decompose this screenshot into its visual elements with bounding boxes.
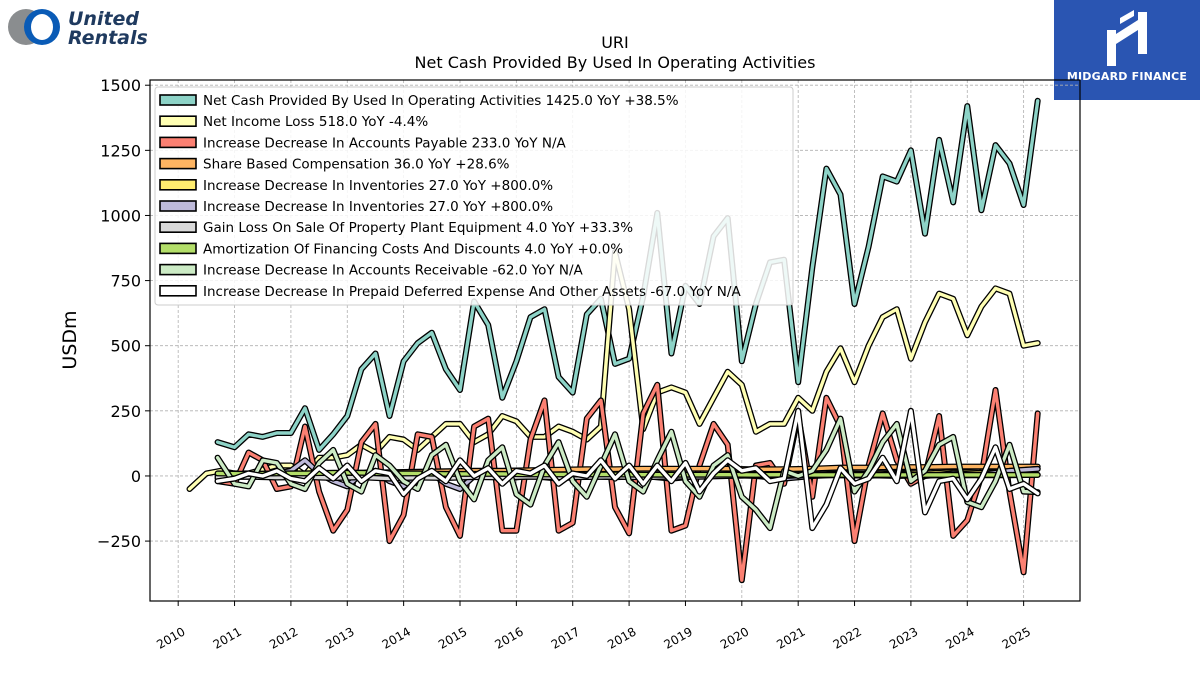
midgard-logo-text: MIDGARD FINANCE [1066, 70, 1188, 83]
x-tick-label: 2023 [887, 624, 920, 651]
legend-label: Increase Decrease In Inventories 27.0 Yo… [203, 178, 553, 194]
midgard-finance-logo: MIDGARD FINANCE [1054, 0, 1200, 100]
legend-item: Increase Decrease In Prepaid Deferred Ex… [159, 284, 741, 300]
logo-text-line2: Rentals [68, 27, 148, 49]
legend-label: Increase Decrease In Accounts Receivable… [203, 263, 584, 279]
y-tick-label: −250 [97, 532, 141, 551]
logo-text-line1: United [68, 8, 139, 30]
legend-swatch [159, 221, 197, 233]
x-tick-label: 2019 [662, 624, 695, 651]
x-tick-label: 2017 [549, 624, 582, 651]
x-tick-label: 2015 [436, 624, 469, 651]
x-axis-ticks: 2010 2011 2012 2013 2014 2015 2016 2017 2018 2019… [154, 601, 1033, 652]
legend-item: Amortization Of Financing Costs And Disc… [159, 241, 623, 257]
y-tick-label: 1250 [100, 141, 141, 160]
series-line [215, 409, 1040, 530]
legend-box [154, 86, 794, 306]
y-tick-label: 250 [110, 402, 141, 421]
legend-item: Increase Decrease In Accounts Payable 23… [159, 135, 566, 151]
chart-subtitle: Net Cash Provided By Used In Operating A… [415, 53, 816, 72]
y-tick-label: 1500 [100, 76, 141, 95]
x-tick-label: 2013 [323, 624, 356, 651]
legend-swatch [159, 115, 197, 127]
legend-item: Net Income Loss 518.0 YoY -4.4% [159, 114, 428, 130]
x-tick-label: 2016 [492, 624, 525, 651]
x-tick-label: 2021 [774, 624, 807, 651]
legend-label: Net Cash Provided By Used In Operating A… [203, 93, 679, 109]
legend-swatch [159, 136, 197, 149]
legend-item: Increase Decrease In Inventories 27.0 Yo… [159, 178, 553, 194]
legend-label: Increase Decrease In Accounts Payable 23… [203, 135, 566, 151]
legend-swatch [159, 284, 197, 297]
legend-swatch [159, 179, 197, 191]
legend-label: Share Based Compensation 36.0 YoY +28.6% [203, 157, 510, 173]
united-rentals-logo-mark: United Rentals [8, 8, 148, 49]
y-tick-label: 0 [131, 467, 141, 486]
legend-label: Increase Decrease In Prepaid Deferred Ex… [203, 284, 741, 300]
x-tick-label: 2025 [1000, 624, 1033, 651]
legend-label: Gain Loss On Sale Of Property Plant Equi… [203, 220, 633, 236]
midgard-logo-mark [1107, 10, 1147, 66]
legend: Net Cash Provided By Used In Operating A… [154, 86, 794, 306]
legend-swatch [159, 157, 197, 170]
chart-title: URI [601, 33, 629, 52]
series-0-net-cash-provided-by-used-in-operating-activities [214, 97, 1041, 453]
legend-swatch [159, 263, 197, 276]
legend-label: Net Income Loss 518.0 YoY -4.4% [203, 114, 428, 130]
series-line [215, 99, 1040, 452]
x-tick-label: 2022 [831, 624, 864, 651]
legend-label: Increase Decrease In Inventories 27.0 Yo… [203, 199, 553, 215]
y-tick-label: 750 [110, 272, 141, 291]
y-tick-label: 1000 [100, 206, 141, 225]
y-tick-label: 500 [110, 337, 141, 356]
x-tick-label: 2010 [154, 624, 187, 651]
united-rentals-logo: United Rentals [6, 5, 166, 49]
x-tick-label: 2012 [267, 624, 300, 651]
x-tick-label: 2014 [380, 624, 413, 651]
legend-swatch [159, 94, 197, 106]
legend-item: Increase Decrease In Inventories 27.0 Yo… [159, 199, 553, 215]
legend-item: Net Cash Provided By Used In Operating A… [159, 93, 679, 109]
x-tick-label: 2020 [718, 624, 751, 651]
plot-area-frame [149, 79, 1081, 602]
legend-item: Increase Decrease In Accounts Receivable… [159, 263, 584, 279]
legend-swatch [159, 200, 197, 212]
legend-item: Share Based Compensation 36.0 YoY +28.6% [159, 157, 510, 173]
y-axis-ticks: −250 0 250 500 750 1000 1250 1500 [97, 76, 150, 551]
legend-item: Gain Loss On Sale Of Property Plant Equi… [159, 220, 633, 236]
series-9-increase-decrease-in-prepaid-deferred-expense-and-other-assets [214, 407, 1041, 532]
y-axis-label: USDm [59, 310, 81, 369]
x-tick-label: 2024 [943, 624, 976, 651]
x-tick-label: 2018 [605, 624, 638, 651]
legend-label: Amortization Of Financing Costs And Disc… [203, 241, 623, 257]
legend-swatch [159, 242, 197, 255]
x-tick-label: 2011 [211, 624, 244, 651]
